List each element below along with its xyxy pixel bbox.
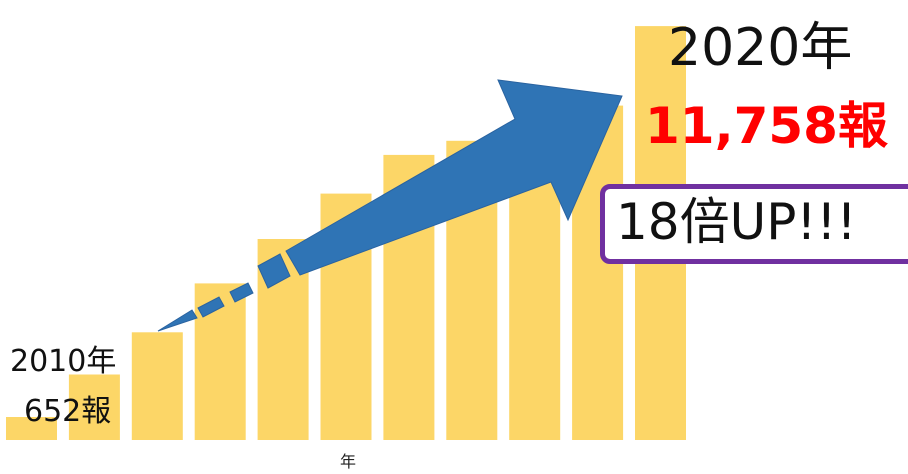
bar-2010: [6, 417, 57, 440]
bar-2012: [131, 332, 183, 440]
bar-2011: [68, 374, 120, 440]
growth-callout-text: 18倍UP!!!: [616, 193, 857, 251]
trend-arrow-dash-1: [157, 309, 198, 332]
end-count-label: 11,758報: [645, 97, 888, 155]
trend-arrow: [157, 79, 623, 332]
trend-arrow-dash-2: [197, 296, 225, 318]
growth-callout-box: [600, 184, 908, 264]
end-year-label: 2020年: [668, 18, 853, 78]
trend-arrow-body: [285, 79, 623, 276]
start-count-label: 652報: [24, 394, 112, 429]
trend-arrow-dash-4: [257, 253, 291, 289]
trend-arrow-dash-3: [229, 282, 254, 303]
start-year-label: 2010年: [10, 344, 117, 379]
x-axis-label: 年: [339, 452, 356, 471]
